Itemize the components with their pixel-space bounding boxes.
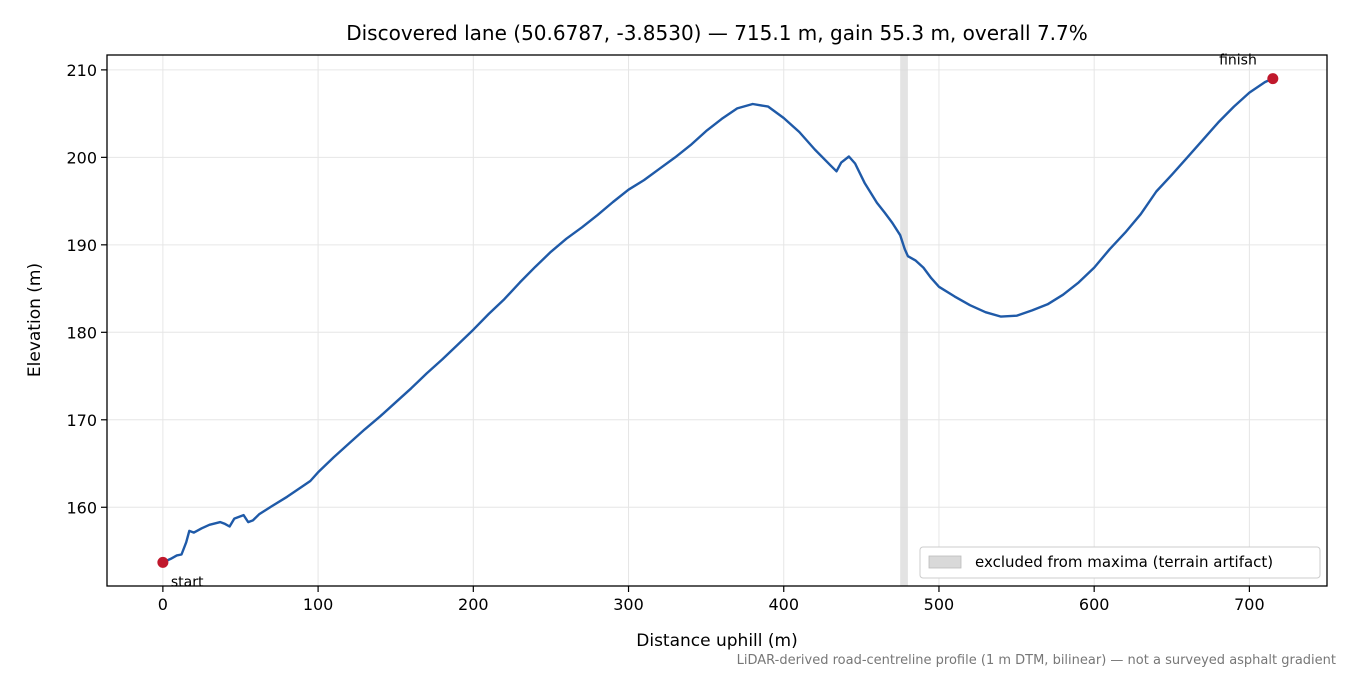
y-tick-label: 200 (66, 148, 97, 167)
marker-layer: start finish (157, 53, 1279, 590)
legend-entry-excluded: excluded from maxima (terrain artifact) (975, 553, 1273, 571)
y-tick-label: 210 (66, 61, 97, 80)
y-axis-label: Elevation (m) (25, 263, 45, 377)
legend-swatch-excluded (928, 555, 962, 569)
legend: excluded from maxima (terrain artifact) (919, 546, 1321, 579)
axis-ticks: 0 100 200 300 400 500 600 700 160 170 180 190 200 210 (66, 61, 1264, 614)
y-tick-label: 170 (66, 411, 97, 430)
marker-start (157, 556, 169, 568)
x-tick-label: 600 (1079, 595, 1110, 614)
footnote: LiDAR-derived road-centreline profile (1… (737, 653, 1336, 668)
x-tick-label: 100 (303, 595, 334, 614)
x-tick-label: 0 (158, 595, 168, 614)
x-tick-label: 400 (768, 595, 799, 614)
y-tick-label: 180 (66, 323, 97, 342)
excluded-band (900, 55, 908, 586)
x-tick-label: 700 (1234, 595, 1265, 614)
plot-frame (106, 54, 1328, 587)
y-tick-label: 190 (66, 236, 97, 255)
x-tick-label: 300 (613, 595, 644, 614)
excluded-band-layer (900, 55, 908, 586)
marker-finish (1267, 73, 1279, 85)
annotation-finish: finish (1219, 53, 1257, 69)
legend-box (919, 546, 1321, 579)
grid-lines (107, 55, 1327, 586)
y-tick-label: 160 (66, 498, 97, 517)
series-layer (161, 77, 1274, 564)
x-tick-label: 200 (458, 595, 489, 614)
x-tick-label: 500 (924, 595, 955, 614)
elevation-line (161, 77, 1274, 564)
chart-title: Discovered lane (50.6787, -3.8530) — 715… (346, 21, 1088, 45)
annotation-start: start (171, 574, 204, 590)
x-axis-label: Distance uphill (m) (636, 631, 797, 651)
